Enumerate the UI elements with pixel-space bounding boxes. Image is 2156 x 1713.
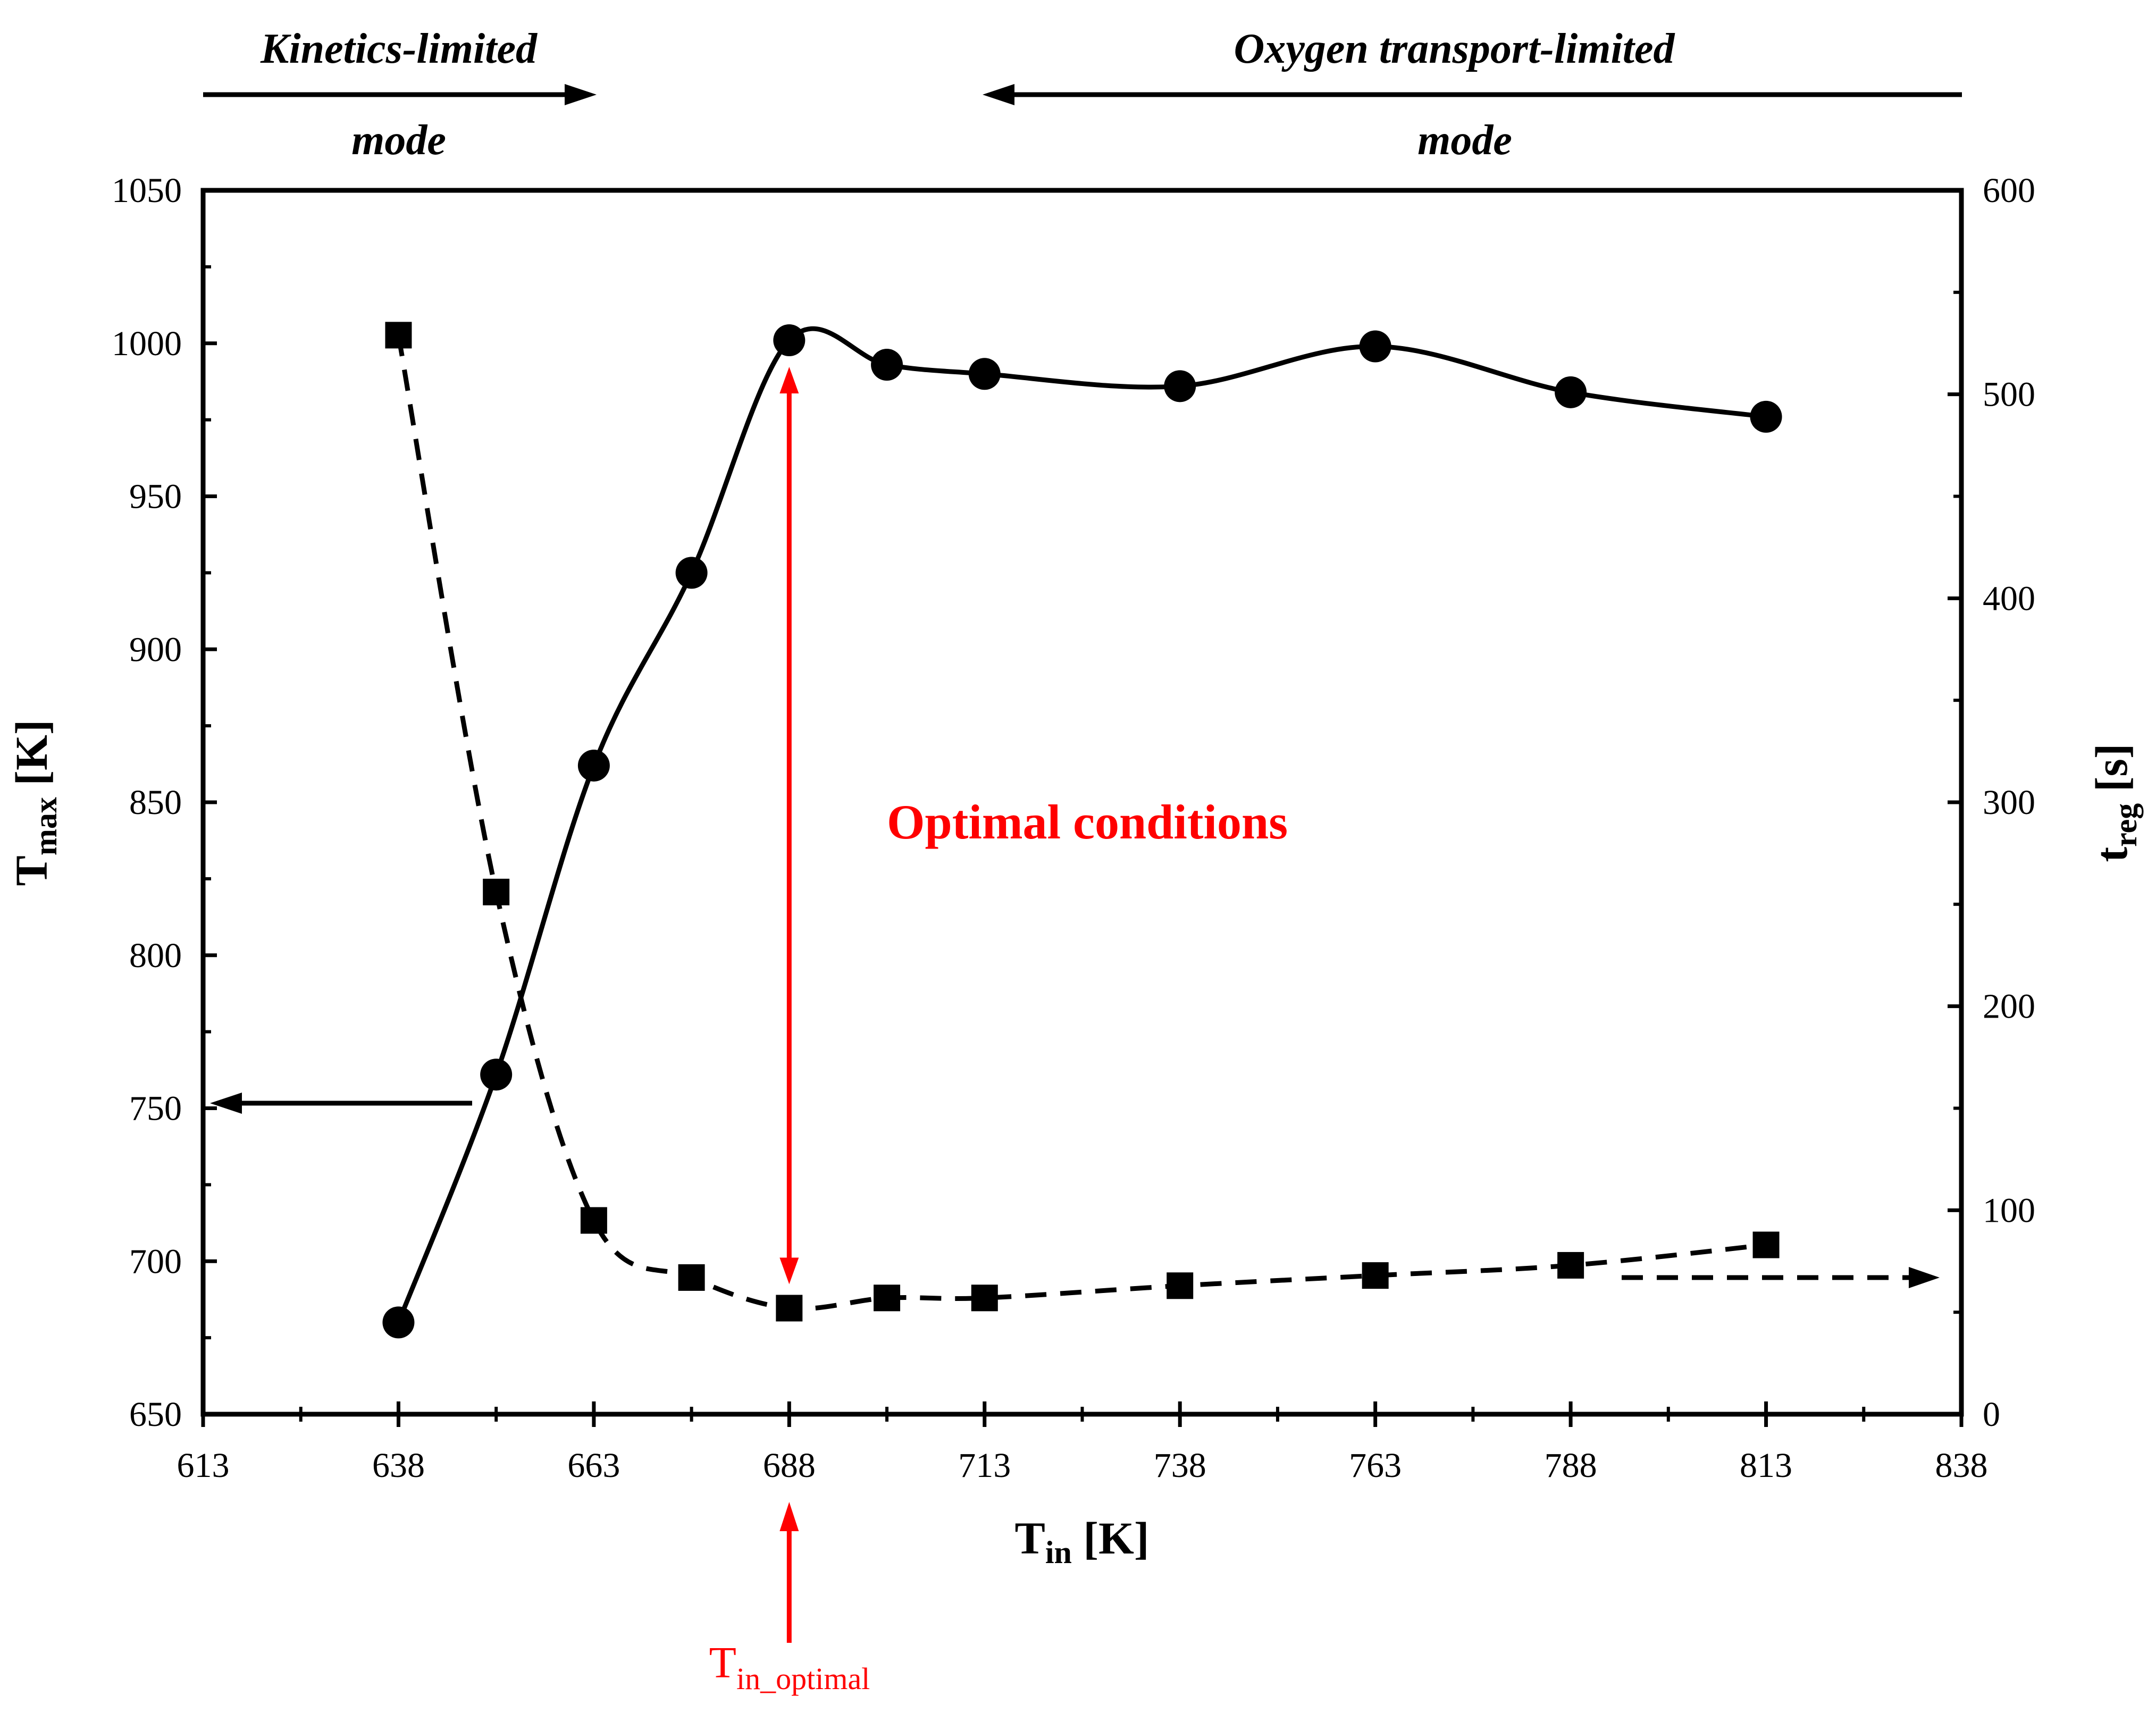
series-line-Tmax <box>396 326 1767 1324</box>
x-tick-label: 613 <box>177 1446 230 1485</box>
data-point-treg <box>483 878 510 905</box>
y-tick-label: 850 <box>129 783 182 822</box>
data-point-Tmax <box>1750 400 1782 433</box>
y-axis-title-left: Tmax [K] <box>6 719 63 886</box>
y-tick-label: 700 <box>129 1242 182 1281</box>
data-point-Tmax <box>1555 376 1587 408</box>
y-tick-label: 900 <box>129 630 182 669</box>
y-tick-label: 1050 <box>112 171 182 210</box>
y-tick-label: 1000 <box>112 324 182 363</box>
y2-tick-label: 100 <box>1983 1191 2035 1230</box>
x-tick-label: 838 <box>1935 1446 1988 1485</box>
data-point-Tmax <box>1164 370 1196 402</box>
kinetics-mode-label: mode <box>351 117 446 164</box>
series-treg <box>385 322 1780 1322</box>
x-tick-label: 788 <box>1545 1446 1597 1485</box>
y-tick-label: 950 <box>129 477 182 516</box>
oxygen-transport-limited-label: Oxygen transport-limited <box>1234 26 1675 72</box>
y-tick-label: 650 <box>129 1395 182 1434</box>
data-point-treg <box>580 1207 607 1234</box>
optimal-annotation <box>779 366 799 1643</box>
y2-tick-label: 200 <box>1983 987 2035 1026</box>
data-point-treg <box>1362 1262 1389 1289</box>
data-point-Tmax <box>382 1306 415 1339</box>
data-point-Tmax <box>675 557 708 589</box>
data-point-Tmax <box>871 349 903 381</box>
y-axis-right: 0 100 200 300 400 500 600 <box>1948 171 2035 1434</box>
y2-tick-label: 300 <box>1983 783 2035 822</box>
data-point-Tmax <box>968 358 1001 390</box>
kinetics-arrow <box>203 84 597 105</box>
x-tick-label: 763 <box>1349 1446 1402 1485</box>
data-point-treg <box>1557 1252 1584 1279</box>
x-tick-label: 663 <box>567 1446 620 1485</box>
x-axis: 613 638 663 688 713 738 763 788 813 838 <box>177 1401 1988 1485</box>
x-tick-label: 638 <box>372 1446 425 1485</box>
data-point-Tmax <box>773 324 806 356</box>
data-point-Tmax <box>480 1059 513 1091</box>
optimal-tin-label: Tin_optimal <box>709 1638 870 1696</box>
optimal-arrowhead-up <box>779 366 799 393</box>
optimal-tin-arrowhead <box>779 1502 799 1531</box>
data-point-treg <box>874 1284 901 1312</box>
x-tick-label: 713 <box>958 1446 1011 1485</box>
y-tick-label: 750 <box>129 1089 182 1128</box>
data-point-Tmax <box>1359 330 1391 363</box>
right-axis-indicator-arrow <box>1622 1267 1940 1288</box>
y2-tick-label: 500 <box>1983 375 2035 414</box>
data-point-treg <box>1752 1231 1780 1258</box>
left-axis-indicator-arrow <box>210 1093 472 1114</box>
data-point-treg <box>776 1295 803 1322</box>
series-tmax <box>382 324 1782 1339</box>
y-tick-label: 800 <box>129 936 182 975</box>
x-tick-label: 738 <box>1154 1446 1206 1485</box>
optimal-arrowhead-down <box>779 1257 799 1284</box>
oxygen-arrow <box>983 84 1962 105</box>
kinetics-limited-label: Kinetics-limited <box>260 26 538 72</box>
y2-tick-label: 600 <box>1983 171 2035 210</box>
data-point-treg <box>385 322 412 349</box>
y2-tick-label: 400 <box>1983 579 2035 618</box>
y-axis-left: 650 700 750 800 850 900 950 1000 1050 <box>112 171 217 1434</box>
data-point-treg <box>678 1264 705 1291</box>
oxygen-mode-label: mode <box>1417 117 1512 164</box>
x-axis-title: Tin [K] <box>1014 1513 1149 1570</box>
data-point-treg <box>971 1284 998 1312</box>
data-point-treg <box>1167 1272 1194 1299</box>
y2-tick-label: 0 <box>1983 1395 2000 1434</box>
optimal-conditions-label: Optimal conditions <box>887 795 1288 849</box>
x-tick-label: 813 <box>1740 1446 1792 1485</box>
data-point-Tmax <box>577 749 610 782</box>
x-tick-label: 688 <box>763 1446 816 1485</box>
y-axis-title-right: treg [s] <box>2086 743 2143 862</box>
